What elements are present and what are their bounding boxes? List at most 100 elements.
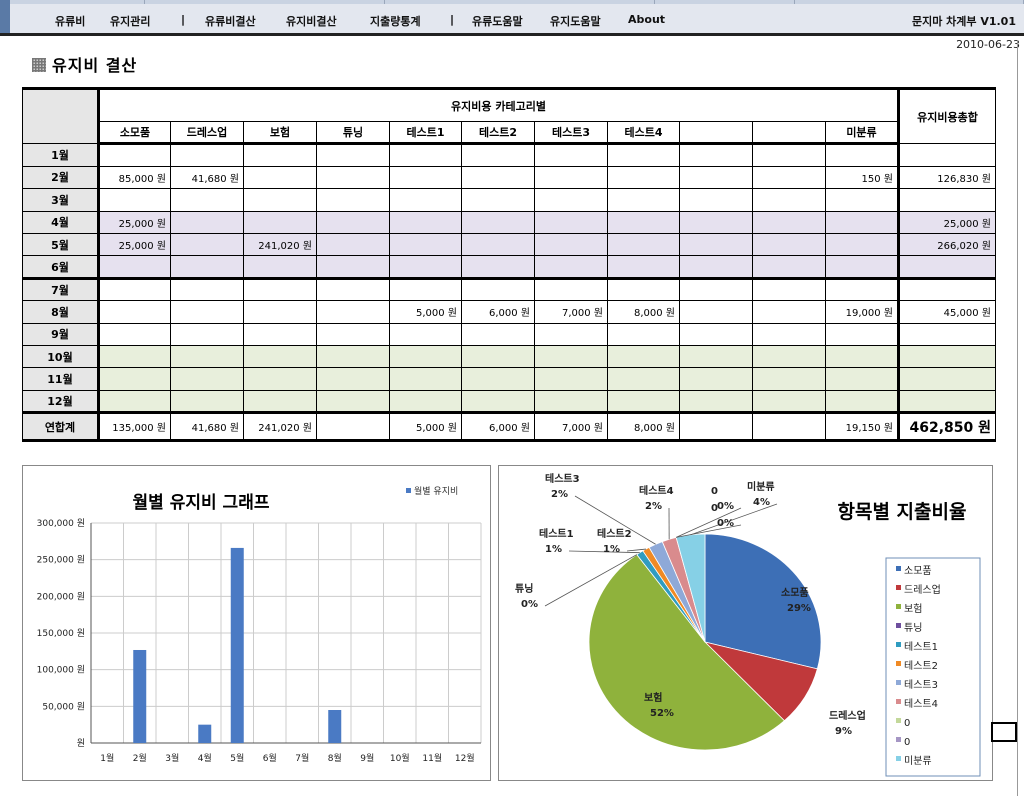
nav-strip-segment <box>10 0 145 4</box>
bar-x-tick-label: 5월 <box>230 752 244 764</box>
pie-slice-label: 튜닝 0% <box>515 582 538 610</box>
value-cell <box>607 367 680 391</box>
value-cell <box>389 210 462 234</box>
pie-legend-swatch <box>896 718 901 723</box>
pie-legend-label: 테스트3 <box>904 679 938 691</box>
value-cell <box>825 344 899 369</box>
value-cell <box>679 210 753 234</box>
value-cell <box>316 367 390 391</box>
value-cell <box>461 210 535 234</box>
nav-strip-segment <box>795 0 1024 4</box>
pie-leader-line <box>690 503 778 536</box>
value-cell <box>461 165 535 190</box>
value-cell <box>316 232 390 257</box>
settlement-table: 유지비용 카테고리별 유지비용총합 소모품 드레스업 보험 튜닝 테스트1 테스트2 테스트… <box>22 86 996 443</box>
value-cell <box>607 165 680 190</box>
nav-link-maintenance-settlement[interactable]: 유지비결산 <box>286 15 337 28</box>
value-cell <box>389 255 462 280</box>
page-title-text: 유지비 결산 <box>52 56 138 75</box>
value-cell <box>316 255 390 280</box>
pie-leader-line <box>544 554 638 607</box>
bar-y-tick-label: 100,000 원 <box>37 665 85 676</box>
bar-legend-swatch <box>406 488 411 493</box>
bar-mark <box>133 649 147 743</box>
value-cell <box>752 188 826 212</box>
value-cell <box>97 367 171 391</box>
value-cell <box>679 143 753 167</box>
pie-leader-line <box>574 495 656 545</box>
pie-legend-swatch <box>896 642 901 647</box>
nav-link-maintenance[interactable]: 유지관리 <box>110 15 151 28</box>
row-total-cell <box>897 389 996 415</box>
value-cell <box>825 322 899 346</box>
value-cell: 8,000 원 <box>607 300 680 324</box>
pie-slice-label-line: 52% <box>650 708 674 719</box>
nav-link-fuel[interactable]: 유류비 <box>55 15 86 28</box>
column-header: 미분류 <box>825 120 899 146</box>
value-cell <box>607 210 680 234</box>
month-label: 9월 <box>22 322 99 346</box>
row-total-cell: 25,000 원 <box>897 210 996 234</box>
pie-slice-label-line: 0% <box>717 501 734 512</box>
value-cell <box>243 143 317 167</box>
table-row: 4월 25,000 원 25,000 원 <box>22 210 996 234</box>
value-cell <box>825 143 899 167</box>
pie-slice-label-line: 테스트2 <box>597 527 632 540</box>
nav-link-fuel-help[interactable]: 유류도움말 <box>472 15 523 28</box>
bar-x-tick-label: 8월 <box>328 752 342 764</box>
pie-legend-swatch <box>896 756 901 761</box>
bar-mark <box>230 547 244 743</box>
table-row: 2월 85,000 원 41,680 원 150 원 126,830 원 <box>22 165 996 190</box>
pie-legend-label: 소모품 <box>904 565 932 577</box>
bar-y-tick-label: 50,000 원 <box>42 701 85 712</box>
month-label: 6월 <box>22 255 99 280</box>
pie-slice-label-line: 0% <box>521 599 538 610</box>
nav-link-expense-stats[interactable]: 지출량통계 <box>370 15 421 28</box>
value-cell <box>752 389 826 415</box>
value-cell <box>607 344 680 369</box>
bar-x-tick-label: 6월 <box>263 752 277 764</box>
value-cell <box>534 255 608 280</box>
table-row: 10월 <box>22 344 996 369</box>
value-cell: 150 원 <box>825 165 899 190</box>
value-cell <box>97 255 171 280</box>
resize-handle[interactable] <box>991 722 1017 742</box>
pie-slice-label-line: 드레스업 <box>829 709 866 722</box>
nav-link-fuel-settlement[interactable]: 유류비결산 <box>205 15 256 28</box>
column-header <box>752 120 826 146</box>
table-row: 6월 <box>22 255 996 280</box>
pie-legend-swatch <box>896 699 901 704</box>
pie-slice-label-line: 튜닝 <box>515 582 533 595</box>
pie-slice-label: 테스트4 2% <box>639 484 674 512</box>
nav-strip-segment <box>145 0 385 4</box>
total-header: 유지비용총합 <box>897 86 996 145</box>
pie-legend-swatch <box>896 566 901 571</box>
row-total-cell <box>897 322 996 346</box>
value-cell <box>461 232 535 257</box>
table-row: 12월 <box>22 389 996 415</box>
nav-link-maintenance-help[interactable]: 유지도움말 <box>550 15 601 28</box>
value-cell <box>170 389 244 415</box>
value-cell <box>243 389 317 415</box>
value-cell <box>461 344 535 369</box>
value-cell: 25,000 원 <box>97 210 171 234</box>
bar-x-tick-label: 9월 <box>360 752 374 764</box>
column-header: 튜닝 <box>316 120 390 146</box>
value-cell <box>170 277 244 302</box>
sum-value-cell: 8,000 원 <box>607 412 680 443</box>
pie-slice-label-line: 0 <box>711 486 718 497</box>
value-cell <box>534 389 608 415</box>
sum-value-cell: 241,020 원 <box>243 412 317 443</box>
value-cell <box>316 188 390 212</box>
pie-leader-line <box>675 507 742 538</box>
table-row: 9월 <box>22 322 996 346</box>
row-total-cell <box>897 255 996 280</box>
sum-value-cell: 19,150 원 <box>825 412 899 443</box>
value-cell <box>389 165 462 190</box>
bar-chart-x-ticks: 1월 2월 3월 4월 5월 6월 7월 8월 9월 10월 11월 12월 <box>100 752 474 764</box>
table-body: 1월 2월 85,000 원 41,680 원 150 원 126,830 원 3월 4월 25… <box>22 143 996 443</box>
value-cell <box>461 322 535 346</box>
table-corner-cell <box>22 86 99 145</box>
pie-chart-title: 항목별 지출비율 <box>838 501 967 523</box>
nav-link-about[interactable]: About <box>628 13 666 26</box>
